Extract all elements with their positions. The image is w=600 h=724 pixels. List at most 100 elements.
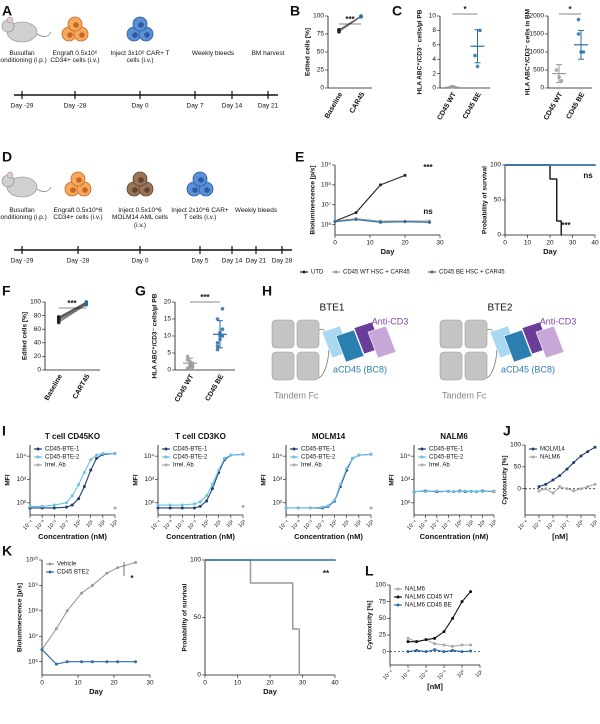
- x-tick-label: 10³: [489, 519, 499, 529]
- legend-label: CD45 BTE2: [57, 570, 90, 576]
- point: [134, 560, 138, 564]
- x-tick-label: 0: [503, 240, 507, 247]
- x-tick-label: 30: [299, 680, 307, 687]
- point: [70, 503, 74, 507]
- panel-letter: J: [503, 423, 511, 439]
- y-axis-label: Probability of survival: [182, 583, 189, 651]
- point: [345, 466, 349, 470]
- y-tick-label: 75: [317, 31, 325, 38]
- point: [537, 489, 541, 493]
- x-tick-label: 10²: [225, 519, 235, 529]
- legend-marker: [531, 455, 535, 459]
- point: [168, 503, 172, 507]
- point: [105, 571, 109, 575]
- x-tick-label: 20: [110, 680, 118, 687]
- x-axis-label: Day: [263, 687, 278, 696]
- x-tick-label: 10⁻²: [303, 519, 315, 531]
- y-tick-label: 4: [432, 56, 436, 63]
- y-tick-label: 10⁹: [321, 162, 331, 169]
- legend-label: CD45 BE HSC + CAR45: [439, 270, 505, 276]
- point: [220, 307, 225, 311]
- point: [478, 28, 482, 33]
- legend-label: MOLM14: [540, 447, 565, 453]
- panel-letter: G: [135, 283, 146, 299]
- day-label: Day 0: [132, 258, 149, 265]
- legend-marker: [531, 447, 535, 451]
- chart-title: MOLM14: [312, 432, 346, 441]
- x-tick-label: 30: [146, 680, 154, 687]
- legend-marker: [420, 447, 424, 451]
- point: [64, 501, 68, 505]
- legend-label: CD45-BTE-1: [301, 447, 336, 453]
- y-axis-label: HLA ABC⁺/CD3⁻ cells in BM: [525, 9, 532, 95]
- panel-letter: B: [290, 3, 300, 19]
- point: [446, 490, 450, 494]
- point: [354, 211, 358, 215]
- annotation: *: [463, 5, 467, 14]
- point: [77, 483, 81, 487]
- point: [113, 506, 117, 510]
- series-line: [408, 591, 472, 643]
- point: [89, 458, 93, 462]
- cell-nucleus: [138, 22, 144, 28]
- point: [544, 487, 548, 491]
- point: [156, 503, 160, 507]
- point: [576, 17, 581, 22]
- point: [338, 483, 342, 487]
- y-tick-label: 1500: [530, 31, 545, 38]
- event-label: Weekly bleeds: [234, 207, 278, 214]
- series-line: [286, 453, 372, 509]
- x-tick-label: 10⁻⁴: [381, 668, 394, 681]
- point: [379, 183, 382, 187]
- point: [406, 640, 410, 644]
- x-tick-label: 10⁻⁴: [277, 518, 290, 531]
- point: [210, 483, 214, 487]
- event-label: Busulfan conditioning (i.p.): [0, 207, 47, 222]
- point: [460, 600, 464, 604]
- legend-label: Irrel. Ab: [45, 463, 66, 469]
- point: [65, 660, 69, 664]
- point: [351, 456, 355, 460]
- panel-letter: L: [365, 563, 374, 579]
- anti-cd3-label: Anti-CD3: [540, 316, 577, 326]
- y-tick-label: 10⁹: [28, 582, 38, 589]
- y-axis-label: HLA ABC⁺/CD3⁻ cells/µl PB: [417, 9, 424, 94]
- x-tick-label: 10³: [110, 519, 120, 529]
- point: [95, 453, 99, 457]
- point: [116, 660, 120, 664]
- panel-letter: I: [2, 423, 6, 439]
- point: [52, 503, 56, 507]
- point: [90, 583, 94, 587]
- point: [565, 487, 569, 491]
- point: [82, 484, 86, 488]
- legend-marker: [292, 447, 296, 451]
- annotation: ***: [423, 163, 433, 172]
- annotation: *: [568, 5, 572, 14]
- cell-nucleus: [204, 187, 210, 193]
- point: [205, 494, 209, 498]
- x-tick-label: CART45: [72, 373, 92, 400]
- fc-domain: [296, 351, 320, 381]
- chart-title: T cell CD45KO: [45, 432, 100, 441]
- legend-marker: [48, 570, 52, 574]
- y-tick-label: 1000: [530, 49, 545, 56]
- point: [469, 649, 473, 653]
- y-tick-label: 100: [313, 13, 324, 20]
- point: [415, 640, 419, 644]
- y-tick-label: 0: [497, 232, 501, 239]
- point: [40, 648, 44, 652]
- day-label: Day 0: [132, 103, 149, 110]
- annotation: *: [130, 574, 134, 583]
- point: [451, 616, 455, 620]
- x-tick-label: 10: [366, 240, 374, 247]
- y-tick-label: 10⁷: [28, 633, 38, 640]
- point: [354, 218, 358, 222]
- point: [101, 451, 105, 455]
- day-label: Day 14: [222, 258, 243, 265]
- y-tick-label: 8: [432, 27, 436, 34]
- event-label: BM harvest: [251, 50, 285, 57]
- point: [192, 502, 196, 506]
- pair-line: [338, 16, 362, 31]
- panel-letter: C: [392, 3, 402, 19]
- y-tick-label: 0: [167, 367, 171, 374]
